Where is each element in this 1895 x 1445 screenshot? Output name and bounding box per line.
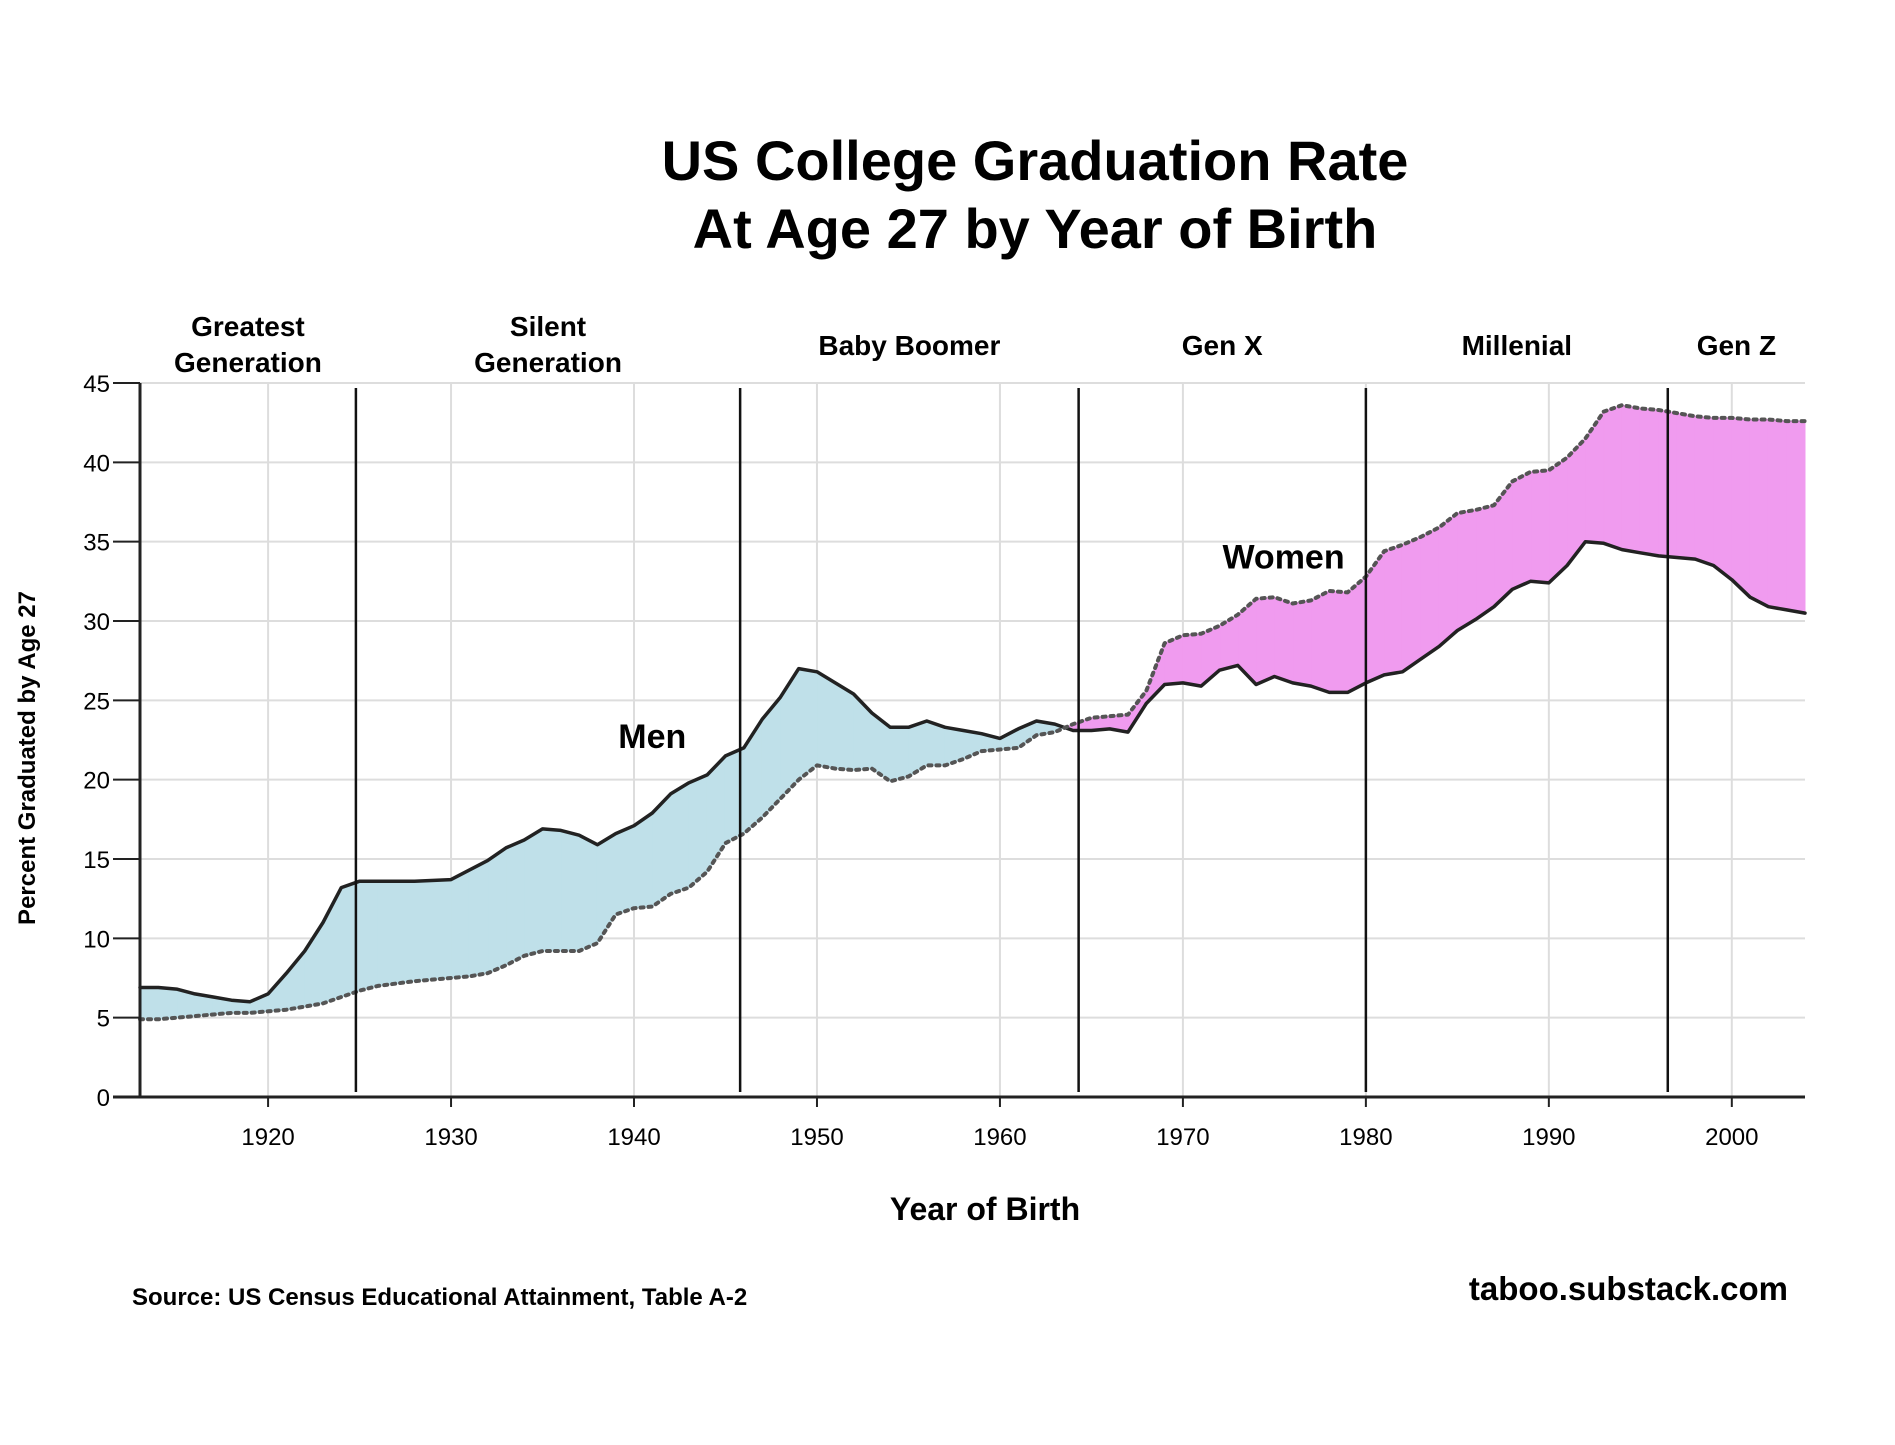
area-segment [468,859,489,978]
y-tick-label: 40 [83,450,110,477]
area-segment [560,829,580,952]
y-tick-label: 0 [97,1085,110,1112]
area-segment [450,869,470,979]
y-tick-label: 25 [83,688,110,715]
area-segment [1786,420,1806,614]
area-segment [816,670,836,770]
series-label-men: Men [618,718,686,756]
area-segment [1383,544,1403,676]
area-segment [1676,412,1696,560]
area-segment [377,880,415,987]
axes: 1920 1930 1940 1950 1960 1970 1980 1990 2000 0 5 10… [83,371,1805,1151]
area-segment [1438,512,1458,648]
area-segment [1548,456,1568,585]
series-lines: Men Women [138,403,1807,1022]
area-segment [798,668,818,781]
x-tick-label: 1940 [607,1124,660,1151]
y-tick-label: 30 [83,609,110,636]
y-tick-label: 5 [97,1006,110,1033]
area-segment [139,987,159,1020]
generation-label: Silent [510,311,586,342]
area-segment [1530,469,1550,584]
area-segment [688,774,708,889]
area-segment [542,828,562,952]
series-label-women: Women [1222,539,1344,577]
x-tick-label: 1960 [973,1124,1026,1151]
y-tick-label: 45 [83,371,110,398]
x-tick-label: 1930 [424,1124,477,1151]
x-tick-label: 1990 [1522,1124,1575,1151]
area-segment [1420,526,1440,661]
area-segment [1639,407,1660,557]
generation-label: Baby Boomer [818,330,1000,361]
y-tick-label: 35 [83,530,110,557]
area-segment [1767,418,1788,611]
area-segment [1401,536,1422,673]
area-segment [413,879,452,982]
area-segment [1511,471,1532,591]
area-segment [1273,596,1294,684]
generation-dividers: Greatest Generation Silent Generation Baby B… [174,311,1776,1092]
y-tick-label: 20 [83,768,110,795]
area-segment [1731,417,1751,599]
area-segment [1475,504,1495,621]
area-segment [1749,418,1769,608]
area-segment [157,986,178,1020]
x-tick-label: 1980 [1339,1124,1392,1151]
x-tick-label: 1950 [790,1124,843,1151]
series-line-women [138,403,1807,1022]
generation-label: Gen X [1182,330,1263,361]
area-segment [487,846,507,975]
area-segment [1584,409,1605,544]
area-segment [523,827,544,957]
area-segment [633,812,653,909]
y-axis-title: Percent Graduated by Age 27 [14,591,41,925]
area-segment [779,666,800,800]
area-segment [615,824,635,916]
area-segment [1603,404,1623,551]
x-tick-label: 1970 [1156,1124,1209,1151]
x-axis-title: Year of Birth [890,1191,1080,1227]
area-segment [1694,415,1715,567]
area-segment [1456,509,1477,632]
y-tick-label: 15 [83,847,110,874]
area-segment [1310,590,1330,694]
area-segment [1164,634,1184,686]
x-tick-label: 2000 [1705,1124,1758,1151]
chart-title-line-2: At Age 27 by Year of Birth [693,197,1378,260]
area-segment [670,781,690,895]
area-segment [1347,575,1367,694]
x-tick-label: 1920 [241,1124,294,1151]
area-segment [1182,633,1202,687]
area-segment [834,681,855,771]
area-segment [359,880,379,992]
generation-label: Generation [174,347,322,378]
generation-label: Millenial [1462,330,1572,361]
area-segment [1328,590,1349,693]
area-segment [1713,417,1733,581]
area-segment [889,726,909,782]
difference-area [139,404,1806,1020]
chart-title-line-1: US College Graduation Rate [662,129,1409,192]
area-segment [1292,599,1312,687]
generation-label: Greatest [191,311,305,342]
area-segment [1621,404,1641,554]
generation-label: Generation [474,347,622,378]
area-segment [1255,596,1275,686]
site-credit: taboo.substack.com [1469,1270,1788,1307]
y-tick-label: 10 [83,926,110,953]
area-segment [505,839,525,967]
area-segment [578,834,598,952]
source-note: Source: US Census Educational Attainment… [132,1284,747,1311]
generation-label: Gen Z [1697,330,1776,361]
series-line-men [138,539,1807,1004]
